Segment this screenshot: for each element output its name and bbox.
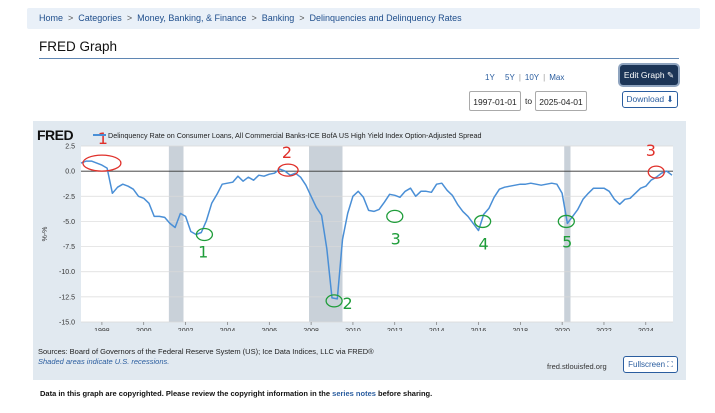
recession-band [564, 146, 571, 322]
x-tick-label: 2016 [471, 328, 487, 331]
x-tick-label: 2024 [638, 328, 654, 331]
range-separator [499, 73, 501, 82]
breadcrumb-separator: > [299, 13, 305, 23]
annotation-green-circle-2 [325, 294, 343, 308]
annotation-green-number-3: 3 [391, 230, 401, 249]
download-icon: ⬇ [666, 94, 674, 104]
x-tick-label: 2002 [178, 328, 194, 331]
copyright-suffix: before sharing. [375, 389, 433, 398]
y-tick-label: 2.5 [65, 144, 75, 151]
series-title: Delinquency Rate on Consumer Loans, All … [108, 131, 482, 140]
y-axis-label: %-% [42, 227, 49, 242]
breadcrumb-separator: > [68, 13, 74, 23]
range-separator: | [518, 73, 521, 82]
breadcrumb-money-banking[interactable]: Money, Banking, & Finance [137, 13, 247, 23]
annotation-red-number-2: 2 [282, 143, 292, 162]
recession-band [168, 146, 184, 322]
annotation-green-circle-5 [557, 214, 575, 229]
range-max-link[interactable]: Max [549, 73, 565, 82]
breadcrumb-banking[interactable]: Banking [261, 13, 295, 23]
annotation-green-circle-3 [386, 209, 404, 224]
y-tick-label: -7.5 [63, 244, 75, 251]
annotation-green-circle-1 [195, 227, 214, 242]
edit-icon: ✎ [666, 70, 675, 80]
recession-note: Shaded areas indicate U.S. recessions. [38, 357, 170, 366]
annotation-red-circle-1 [82, 154, 122, 172]
fullscreen-label: Fullscreen [628, 360, 666, 369]
end-date-input[interactable]: 2025-04-01 [535, 91, 587, 111]
breadcrumb-categories[interactable]: Categories [78, 13, 122, 23]
fred-logo: FRED [37, 127, 74, 143]
x-tick-label: 2014 [429, 328, 445, 331]
annotation-green-number-2: 2 [342, 294, 352, 313]
recession-band [309, 146, 343, 322]
annotation-red-number-1: 1 [98, 129, 108, 148]
annotation-red-circle-3 [647, 165, 665, 179]
sources-note: Sources: Board of Governors of the Feder… [38, 347, 374, 356]
download-label: Download [626, 94, 665, 104]
series-notes-link[interactable]: series notes [332, 389, 376, 398]
y-tick-label: -12.5 [59, 294, 75, 301]
y-tick-label: -2.5 [63, 194, 75, 201]
page-title: FRED Graph [39, 39, 118, 54]
copyright-notice: Data in this graph are copyrighted. Plea… [40, 389, 432, 398]
breadcrumb-separator: > [251, 13, 257, 23]
breadcrumb-delinquencies[interactable]: Delinquencies and Delinquency Rates [309, 13, 462, 23]
x-tick-label: 2006 [261, 328, 277, 331]
x-tick-label: 1998 [94, 328, 110, 331]
range-10y-link[interactable]: 10Y [524, 73, 540, 82]
breadcrumb-separator: > [126, 13, 133, 23]
fullscreen-icon: ⛶ [667, 360, 673, 369]
start-date-input[interactable]: 1997-01-01 [469, 91, 521, 111]
x-tick-label: 2012 [387, 328, 403, 331]
range-links: 1Y 5Y | 10Y | Max [482, 73, 567, 82]
annotation-green-number-4: 4 [478, 235, 488, 254]
annotation-green-number-5: 5 [562, 233, 572, 252]
annotation-green-number-1: 1 [198, 243, 208, 262]
annotation-green-circle-4 [473, 214, 492, 229]
range-separator: | [543, 73, 546, 82]
date-to-label: to [525, 96, 533, 106]
y-tick-label: -15.0 [59, 320, 75, 327]
fred-url: fred.stlouisfed.org [547, 362, 607, 371]
series-line [80, 160, 673, 300]
y-tick-label: 0.0 [65, 169, 75, 176]
breadcrumb: Home > Categories > Money, Banking, & Financ… [27, 8, 700, 29]
breadcrumb-home[interactable]: Home [39, 13, 64, 23]
title-divider [39, 58, 679, 59]
fullscreen-button[interactable]: Fullscreen ⛶ [623, 356, 678, 373]
edit-graph-button[interactable]: Edit Graph ✎ [620, 65, 678, 85]
y-tick-label: -5.0 [63, 219, 75, 226]
series-legend-swatch [93, 134, 106, 136]
x-tick-label: 2018 [513, 328, 529, 331]
edit-graph-label: Edit Graph [623, 70, 665, 80]
x-tick-label: 2004 [220, 328, 236, 331]
range-5y-link[interactable]: 5Y [505, 73, 515, 82]
x-tick-label: 2000 [136, 328, 152, 331]
x-tick-label: 2008 [303, 328, 319, 331]
fred-line-chart: 2.5 0.0 -2.5 -5.0 -7.5 -10.0 -12.5 -15.0 1998 200… [42, 129, 673, 331]
annotation-red-number-3: 3 [646, 141, 656, 160]
y-tick-label: -10.0 [59, 269, 75, 276]
range-1y-link[interactable]: 1Y [485, 73, 495, 82]
annotation-red-circle-2 [277, 163, 299, 177]
x-tick-label: 2022 [596, 328, 612, 331]
x-tick-label: 2010 [345, 328, 361, 331]
copyright-prefix: Data in this graph are copyrighted. Plea… [40, 389, 333, 398]
x-tick-label: 2020 [554, 328, 570, 331]
download-button[interactable]: Download ⬇ [622, 91, 678, 108]
